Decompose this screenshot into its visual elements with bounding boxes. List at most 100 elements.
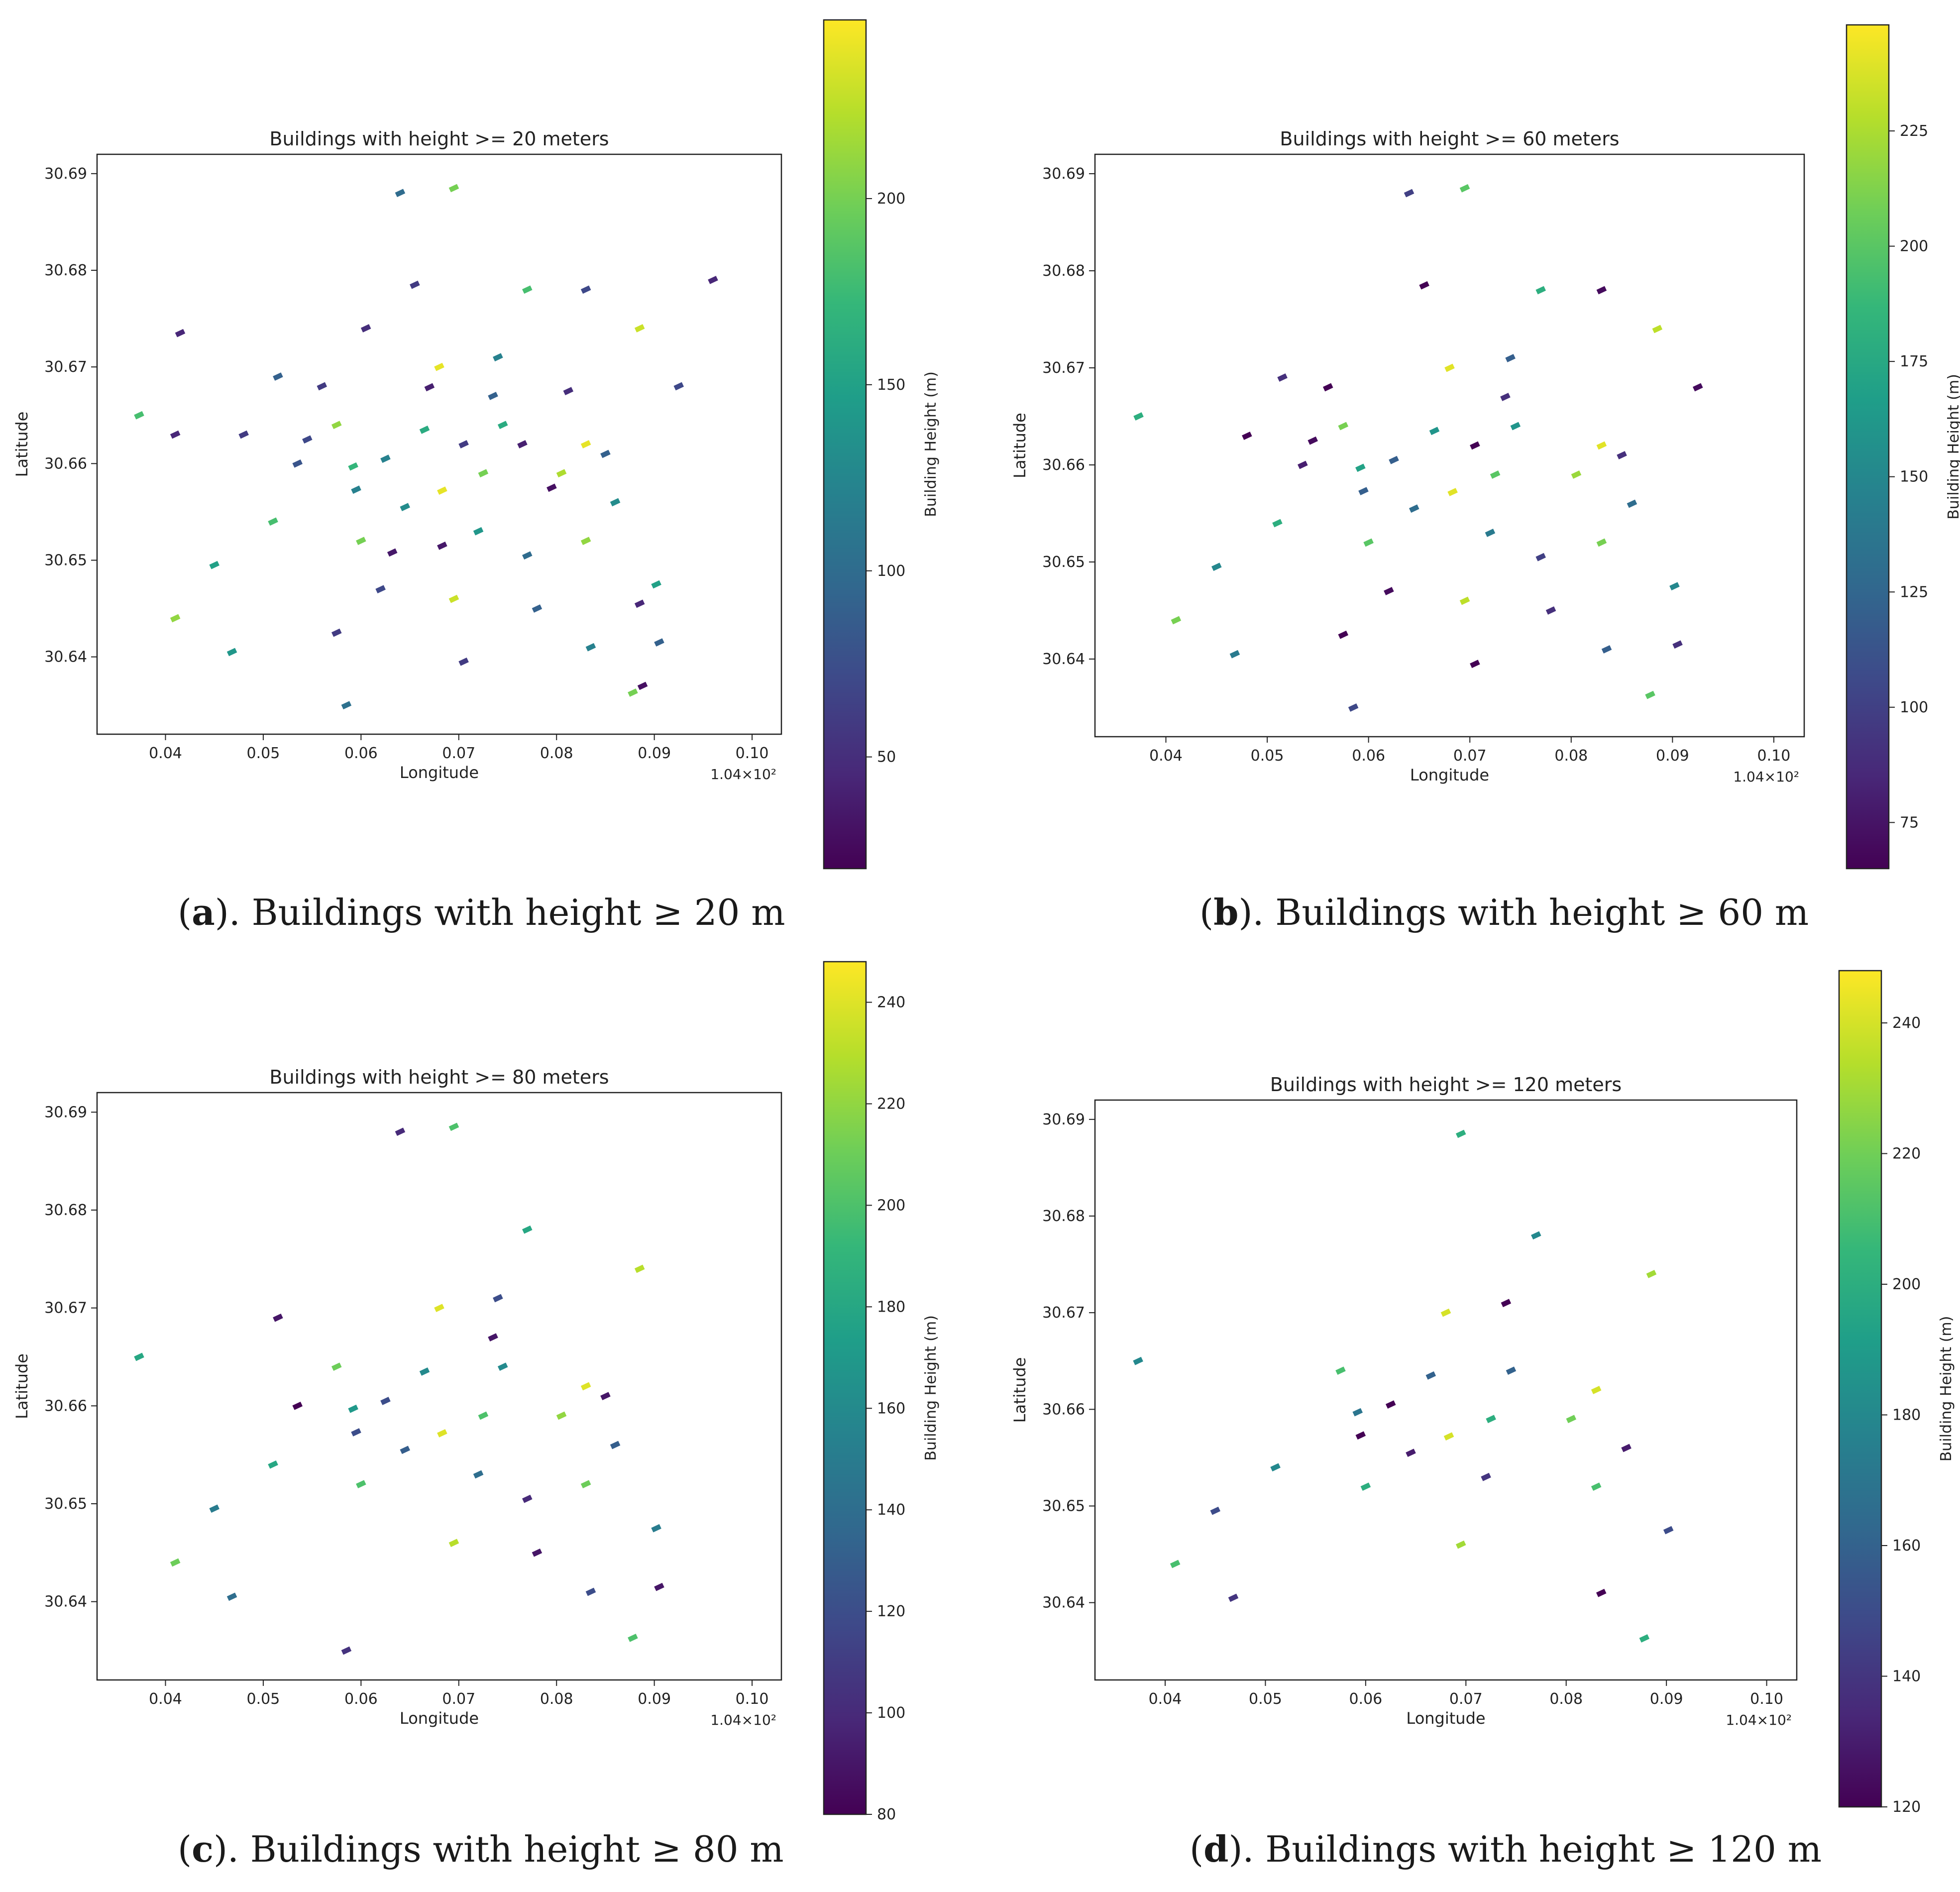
building-marker bbox=[522, 551, 533, 560]
building-marker bbox=[1242, 432, 1252, 440]
colorbar-tick-label: 220 bbox=[877, 1096, 905, 1113]
y-tick-label: 30.65 bbox=[1042, 554, 1085, 571]
x-axis-label: Longitude bbox=[1406, 1709, 1485, 1728]
y-tick-label: 30.64 bbox=[44, 649, 87, 666]
building-marker bbox=[1481, 1472, 1491, 1481]
building-marker bbox=[1447, 488, 1458, 496]
building-marker bbox=[1229, 650, 1240, 659]
building-marker bbox=[437, 542, 447, 550]
x-tick-label: 0.09 bbox=[638, 745, 671, 762]
building-marker bbox=[473, 527, 484, 536]
building-marker bbox=[488, 1333, 498, 1342]
colorbar-tick-label: 225 bbox=[1900, 122, 1928, 140]
building-marker bbox=[1485, 529, 1496, 537]
building-marker bbox=[1358, 487, 1369, 495]
building-marker bbox=[419, 426, 430, 434]
building-marker bbox=[634, 1264, 645, 1273]
y-tick-label: 30.68 bbox=[44, 262, 87, 279]
building-marker bbox=[448, 1122, 459, 1131]
building-marker bbox=[448, 1539, 459, 1548]
x-tick-label: 0.04 bbox=[1149, 747, 1183, 765]
building-marker bbox=[273, 1313, 283, 1322]
y-tick-label: 30.64 bbox=[1042, 651, 1085, 668]
colorbar-label: Building Height (m) bbox=[1938, 1316, 1955, 1462]
colorbar: 120 140 160 180 200 220 240 Building Height (m) bbox=[1838, 970, 1955, 1816]
x-axis-label: Longitude bbox=[1410, 766, 1489, 784]
building-marker bbox=[410, 280, 420, 289]
building-marker bbox=[1486, 1415, 1496, 1424]
building-marker bbox=[1459, 596, 1470, 605]
colorbar-tick-label: 240 bbox=[1892, 1014, 1921, 1032]
building-marker bbox=[356, 1480, 366, 1489]
building-marker bbox=[1348, 703, 1359, 712]
chart-title: Buildings with height >= 20 meters bbox=[269, 128, 609, 150]
caption-a-letter: a bbox=[192, 891, 215, 933]
colorbar-tick-label: 200 bbox=[1900, 238, 1928, 255]
building-marker bbox=[1500, 393, 1511, 401]
colorbar-gradient bbox=[823, 19, 867, 870]
colorbar-label: Building Height (m) bbox=[922, 1315, 940, 1461]
x-tick-label: 0.10 bbox=[736, 1690, 769, 1708]
building-marker bbox=[1663, 1526, 1674, 1535]
colorbar-gradient bbox=[1846, 24, 1890, 870]
x-offset-label: 1.04×10² bbox=[1726, 1712, 1792, 1728]
building-marker bbox=[580, 440, 591, 448]
building-marker bbox=[628, 1634, 638, 1642]
building-marker bbox=[1385, 1400, 1396, 1409]
building-marker bbox=[448, 594, 459, 603]
building-marker bbox=[1470, 660, 1480, 668]
building-marker bbox=[380, 1397, 391, 1405]
caption-a-text: ). Buildings with height ≥ 20 m bbox=[215, 891, 785, 933]
building-marker bbox=[1639, 1634, 1650, 1643]
building-marker bbox=[268, 1460, 278, 1469]
building-marker bbox=[493, 353, 503, 362]
building-marker bbox=[400, 1446, 411, 1454]
caption-a: (a). Buildings with height ≥ 20 m bbox=[178, 891, 785, 933]
building-marker bbox=[1133, 1356, 1143, 1365]
building-marker bbox=[1627, 499, 1637, 508]
y-tick-label: 30.69 bbox=[44, 165, 87, 183]
x-axis-label: Longitude bbox=[400, 763, 479, 782]
building-marker bbox=[331, 421, 342, 430]
y-axis-label: Latitude bbox=[1010, 413, 1029, 478]
y-axis-label: Latitude bbox=[12, 412, 31, 477]
x-offset-label: 1.04×10² bbox=[710, 766, 776, 782]
building-marker bbox=[1646, 1270, 1657, 1278]
building-marker bbox=[448, 184, 459, 193]
building-marker bbox=[580, 1480, 591, 1489]
caption-b-letter: b bbox=[1213, 891, 1239, 933]
building-marker bbox=[585, 1587, 596, 1596]
x-tick-label: 0.06 bbox=[344, 745, 378, 762]
building-marker bbox=[1596, 286, 1607, 295]
colorbar-tick-label: 180 bbox=[1892, 1407, 1921, 1424]
colorbar-tick-label: 160 bbox=[1892, 1537, 1921, 1555]
building-marker bbox=[1443, 1432, 1454, 1441]
building-marker bbox=[351, 1428, 361, 1437]
building-marker bbox=[1338, 630, 1349, 639]
building-marker bbox=[1571, 470, 1582, 479]
building-marker bbox=[580, 537, 591, 546]
x-tick-label: 0.05 bbox=[1251, 747, 1284, 765]
building-marker bbox=[1307, 436, 1318, 445]
chart-title: Buildings with height >= 120 meters bbox=[1270, 1074, 1622, 1096]
building-marker bbox=[1591, 1482, 1602, 1491]
building-marker bbox=[1669, 582, 1680, 591]
building-marker bbox=[556, 469, 567, 478]
caption-c-letter: c bbox=[192, 1828, 214, 1870]
building-marker bbox=[292, 1401, 303, 1410]
y-tick-label: 30.66 bbox=[1042, 1401, 1085, 1418]
colorbar-tick-label: 125 bbox=[1900, 583, 1928, 601]
building-marker bbox=[209, 560, 219, 569]
x-tick-label: 0.07 bbox=[1449, 1690, 1483, 1708]
y-tick-label: 30.67 bbox=[44, 1300, 87, 1317]
colorbar-tick-label: 75 bbox=[1900, 814, 1919, 831]
building-marker bbox=[1459, 184, 1470, 193]
building-marker bbox=[1384, 587, 1394, 595]
colorbar-tick-label: 50 bbox=[877, 749, 896, 766]
building-marker bbox=[1601, 645, 1612, 654]
building-marker bbox=[331, 628, 342, 637]
y-tick-label: 30.68 bbox=[1042, 1208, 1085, 1225]
building-marker bbox=[634, 324, 645, 333]
building-marker bbox=[1692, 383, 1703, 392]
building-marker bbox=[1531, 1231, 1541, 1240]
